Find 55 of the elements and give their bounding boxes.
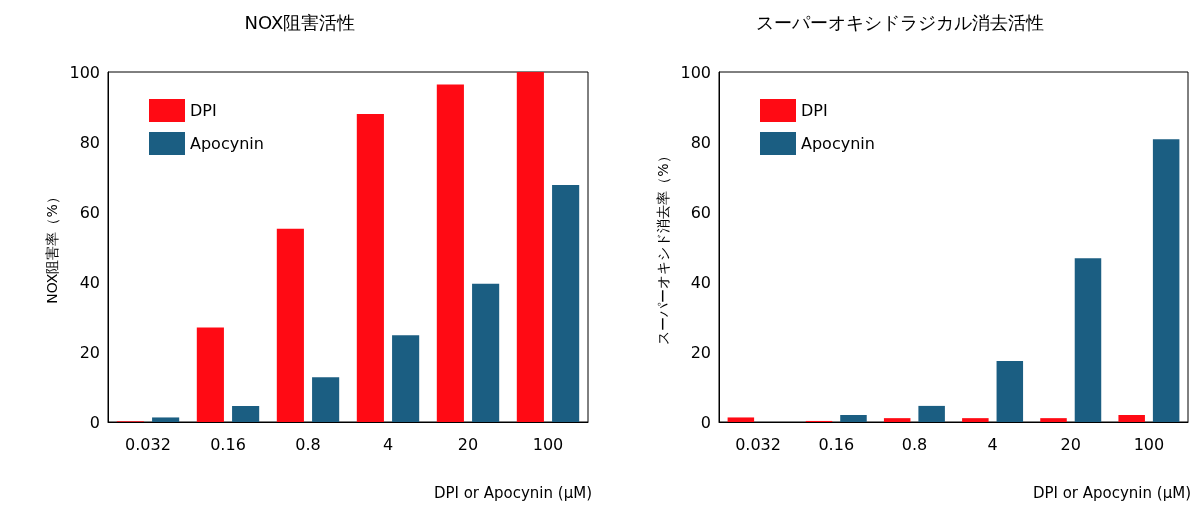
y-tick-label: 60 xyxy=(690,202,711,222)
x-tick-label: 0.16 xyxy=(818,434,855,454)
legend-label: Apocynin xyxy=(190,134,264,153)
legend-label: DPI xyxy=(801,101,828,120)
bar xyxy=(1040,418,1067,422)
bar xyxy=(276,228,304,422)
bar xyxy=(962,418,989,422)
x-tick-label: 0.032 xyxy=(125,434,171,454)
bar xyxy=(356,114,384,422)
legend-label: DPI xyxy=(190,101,217,120)
chart-title: NOX阻害活性 xyxy=(244,11,356,33)
bar xyxy=(152,417,180,422)
x-axis-title: DPI or Apocynin (μM) xyxy=(1032,483,1191,502)
y-tick-label: 20 xyxy=(79,342,100,362)
legend-label: Apocynin xyxy=(801,134,875,153)
y-tick-label: 100 xyxy=(680,62,711,82)
y-tick-label: 0 xyxy=(700,412,711,432)
y-axis-title: スーパーオキシド消去率（%） xyxy=(654,149,671,345)
bar xyxy=(392,335,420,422)
x-tick-label: 0.8 xyxy=(901,434,928,454)
bar xyxy=(552,185,580,422)
x-tick-label: 4 xyxy=(382,434,394,454)
bar xyxy=(840,415,867,422)
bar xyxy=(312,377,340,422)
x-tick-label: 4 xyxy=(987,434,998,454)
bar xyxy=(918,405,945,422)
y-tick-label: 100 xyxy=(69,62,100,82)
bar xyxy=(727,417,755,422)
y-tick-label: 0 xyxy=(89,412,100,432)
x-tick-label: 20 xyxy=(457,434,479,454)
y-axis-title: NOX阻害率（%） xyxy=(43,190,60,304)
bar xyxy=(883,418,911,422)
bar xyxy=(1152,139,1180,422)
bar xyxy=(436,84,464,422)
y-tick-label: 20 xyxy=(690,342,711,362)
bar xyxy=(1074,258,1102,422)
x-tick-label: 0.032 xyxy=(735,434,781,454)
bar xyxy=(1118,415,1145,422)
bar xyxy=(516,72,544,422)
y-tick-label: 80 xyxy=(79,132,100,152)
x-tick-label: 100 xyxy=(1133,434,1165,454)
x-tick-label: 20 xyxy=(1060,434,1081,454)
x-tick-label: 0.16 xyxy=(210,434,246,454)
bar xyxy=(196,327,224,422)
chart-title: スーパーオキシドラジカル消去活性 xyxy=(755,11,1044,33)
y-tick-label: 40 xyxy=(79,272,100,292)
y-tick-label: 40 xyxy=(690,272,711,292)
bar xyxy=(232,405,260,422)
x-axis-title: DPI or Apocynin (μM) xyxy=(433,483,592,502)
y-tick-label: 60 xyxy=(79,202,100,222)
bar xyxy=(996,361,1024,422)
y-tick-label: 80 xyxy=(690,132,711,152)
x-tick-label: 100 xyxy=(532,434,564,454)
x-tick-label: 0.8 xyxy=(295,434,321,454)
bar xyxy=(472,283,500,422)
